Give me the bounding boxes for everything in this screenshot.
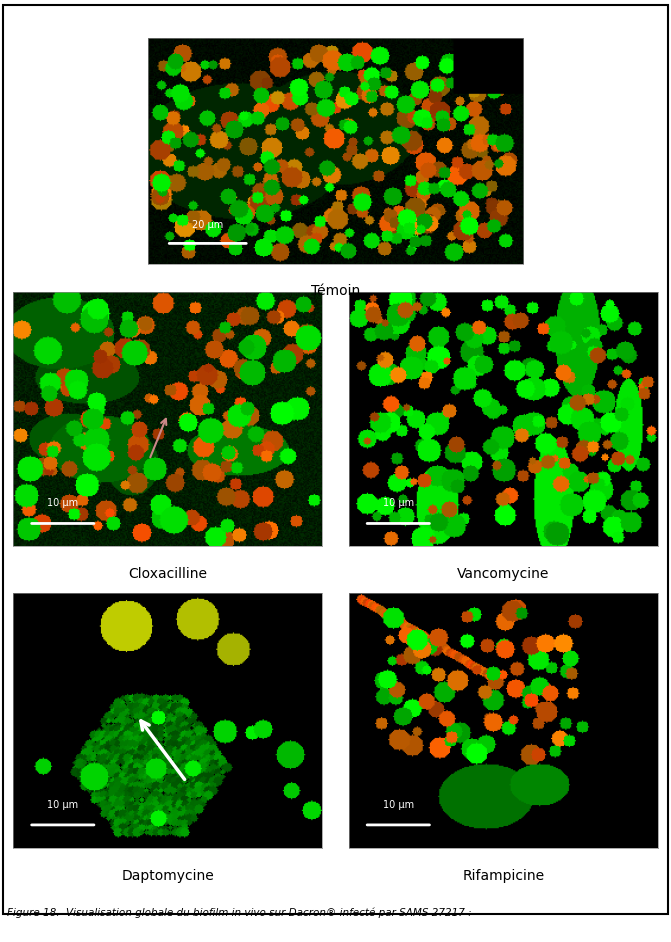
Text: Figure 18.  Visualisation globale du biofilm in vivo sur Dacron® infecté par SAM: Figure 18. Visualisation globale du biof… [7, 908, 471, 918]
Text: 10 μm: 10 μm [47, 498, 79, 509]
Text: Cloxacilline: Cloxacilline [128, 567, 207, 581]
Text: 10 μm: 10 μm [382, 800, 414, 810]
Text: 20 μm: 20 μm [192, 219, 223, 230]
Text: Vancomycine: Vancomycine [457, 567, 550, 581]
Text: 10 μm: 10 μm [382, 498, 414, 509]
Text: Rifampicine: Rifampicine [462, 869, 544, 883]
Text: Daptomycine: Daptomycine [121, 869, 214, 883]
Text: Témoin: Témoin [311, 284, 360, 299]
Text: 10 μm: 10 μm [47, 800, 79, 810]
